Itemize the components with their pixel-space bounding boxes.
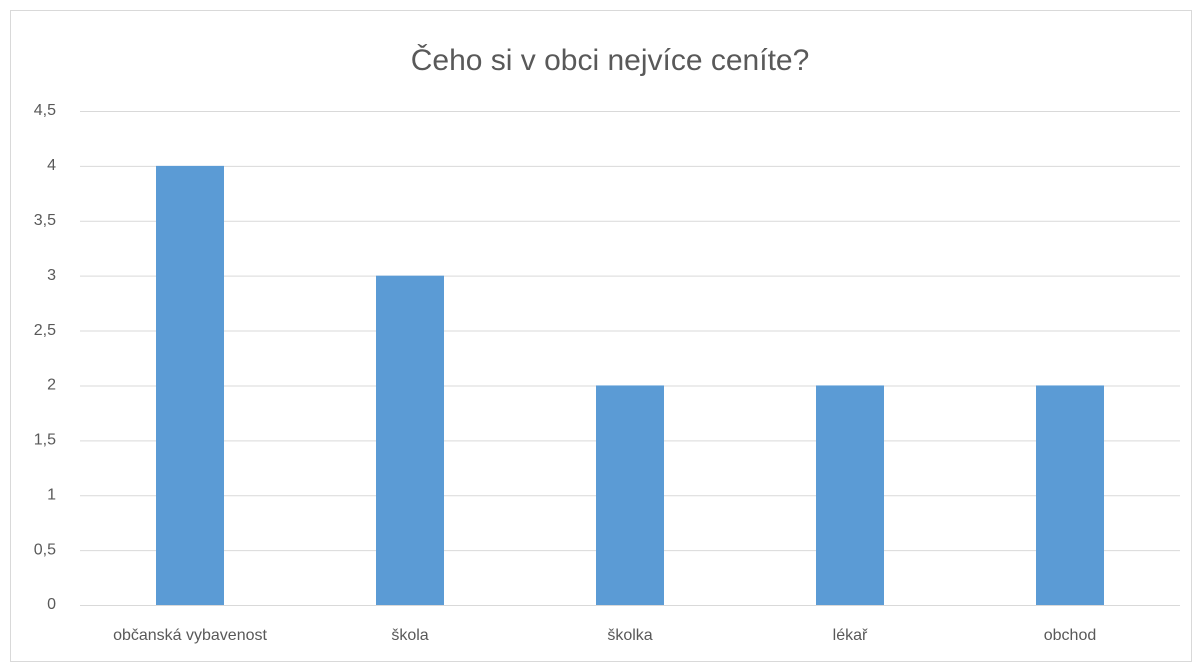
y-tick-label: 3,5 (34, 212, 56, 229)
x-tick-label: lékař (833, 627, 868, 644)
y-tick-label: 1 (47, 486, 56, 503)
x-tick-label: školka (607, 627, 652, 644)
bar (376, 275, 444, 605)
bar (1036, 385, 1104, 605)
y-tick-label: 0,5 (34, 541, 56, 558)
chart-title: Čeho si v obci nejvíce ceníte? (411, 43, 810, 77)
y-tick-label: 4 (47, 157, 56, 174)
bar (596, 385, 664, 605)
x-tick-label: škola (391, 627, 428, 644)
y-tick-label: 4,5 (34, 102, 56, 119)
bar (816, 385, 884, 605)
y-tick-label: 2 (47, 377, 56, 394)
y-tick-label: 0 (47, 596, 56, 613)
bar (156, 165, 224, 605)
x-tick-label: občanská vybavenost (113, 627, 267, 644)
y-tick-label: 2,5 (34, 322, 56, 339)
x-tick-label: obchod (1044, 627, 1097, 644)
y-tick-label: 3 (47, 267, 56, 284)
y-tick-label: 1,5 (34, 432, 56, 449)
